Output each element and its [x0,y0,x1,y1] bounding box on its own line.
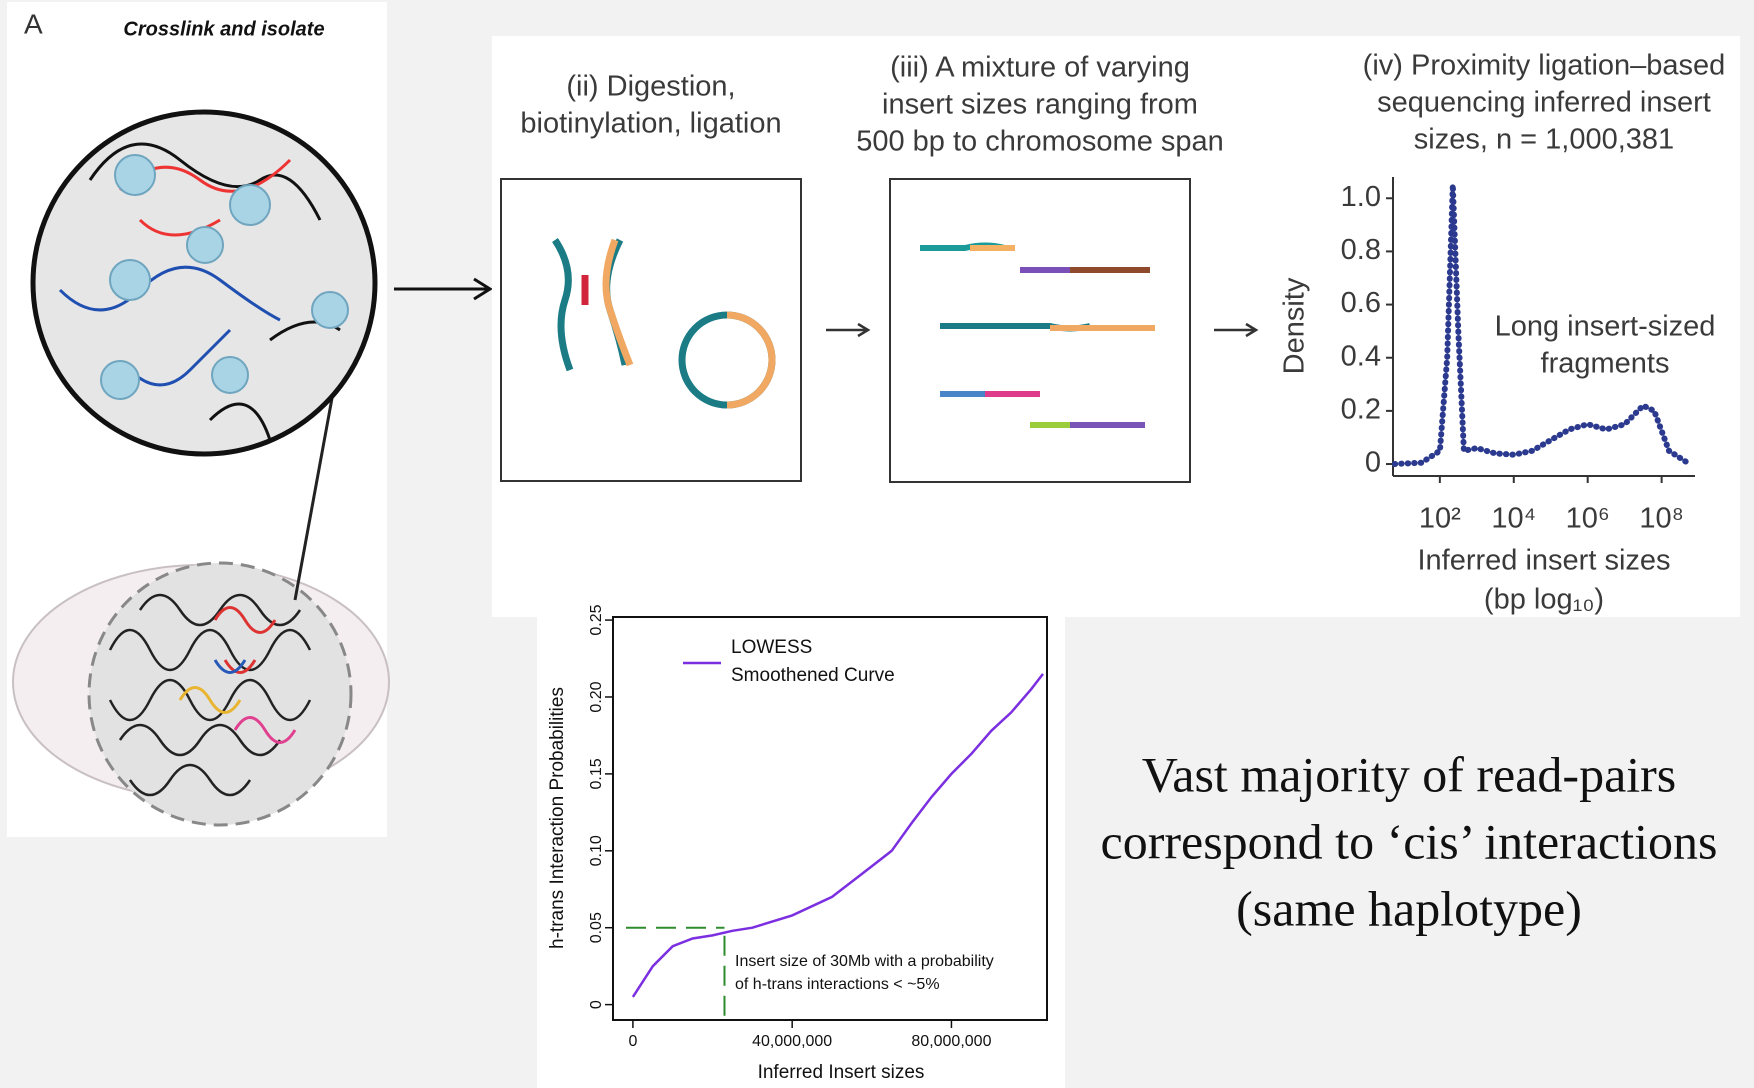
lowess-chart: 0 0.05 0.10 0.15 0.20 0.25 0 40,000,000 80,000,0… [547,604,1048,1083]
y-tick-label: 0.2 [1341,394,1381,426]
lowess-line [631,673,1044,998]
x-tick-label: 10⁶ [1566,503,1610,535]
caption: Vast majority of read-pairs correspond to… [1101,746,1718,936]
fragment [602,238,634,367]
chart-title: (iv) Proximity ligation–based [1363,50,1726,82]
x-tick-label: 10⁸ [1639,503,1684,535]
x-axis-title: Inferred insert sizes [1417,545,1670,577]
step-title: biotinylation, ligation [520,108,781,140]
inserts [920,242,1155,428]
y-axis-title: Density [1279,277,1311,374]
chart-title: sizes, n = 1,000,381 [1414,124,1674,156]
y-tick-label: 0.6 [1341,287,1381,319]
strand-black [88,142,322,221]
nucleus [87,561,353,827]
chromatin-blue [213,659,247,674]
circle-fragment [726,311,776,409]
chart-title: sequencing inferred insert [1377,87,1711,119]
chromatin-yellow [178,686,242,714]
y-axis-title: h-trans Interaction Probabilities [547,687,568,949]
step-box [500,178,802,482]
annotation: of h-trans interactions < ~5% [735,976,940,993]
x-axis-title: Inferred Insert sizes [758,1062,925,1083]
caption-line: correspond to ‘cis’ interactions [1101,813,1718,869]
step-title: 500 bp to chromosome span [856,126,1224,158]
y-tick-label: 1.0 [1341,181,1381,213]
panel-a: A Crosslink and isolate [7,2,390,837]
legend-label: LOWESS [731,637,812,658]
x-tick-label: 40,000,000 [752,1033,832,1050]
step-title: (ii) Digestion, [566,71,735,103]
y-tick-label: 0.8 [1341,234,1381,266]
plot-frame [612,616,1048,1021]
y-tick-label: 0.25 [588,604,605,635]
x-tick-label: 10² [1419,503,1461,535]
arrow [394,277,493,301]
legend-label: Smoothened Curve [731,665,895,686]
y-tick-label: 0.4 [1341,340,1381,372]
arrow-head [857,322,1259,338]
step-box [889,178,1191,483]
proteins [100,154,349,400]
caption-line: (same haplotype) [1236,880,1582,936]
annotation: Long insert-sized [1495,311,1716,343]
panel-label: A [24,8,43,39]
y-tick-label: 0 [588,1000,605,1009]
annotation: fragments [1541,348,1670,380]
step-title: insert sizes ranging from [882,89,1198,121]
x-tick-label: 10⁴ [1491,503,1536,535]
chromatin [108,593,312,797]
annotation: Insert size of 30Mb with a probability [735,953,994,970]
chromatin-pink [233,716,297,744]
y-tick-label: 0.20 [588,681,605,712]
strand-blue [58,265,281,387]
y-tick-label: 0 [1365,447,1381,479]
y-tick-label: 0.10 [588,835,605,866]
x-axis-title: (bp log₁₀) [1484,584,1604,616]
step-title: (iii) A mixture of varying [890,52,1190,84]
zoom-circle [30,109,378,457]
x-tick-label: 80,000,000 [911,1033,991,1050]
density-line [1391,184,1691,467]
y-tick-label: 0.15 [588,758,605,789]
panel-title: Crosslink and isolate [123,18,324,40]
workflow-steps: (ii) Digestion, biotinylation, ligation (i… [520,52,1223,158]
lowess-panel [537,615,1065,1088]
density-chart: (iv) Proximity ligation–based sequencing … [1279,50,1726,616]
x-tick-label: 0 [628,1033,637,1050]
y-tick-label: 0.05 [588,912,605,943]
caption-line: Vast majority of read-pairs [1142,746,1677,802]
chromatin-red [213,606,277,674]
